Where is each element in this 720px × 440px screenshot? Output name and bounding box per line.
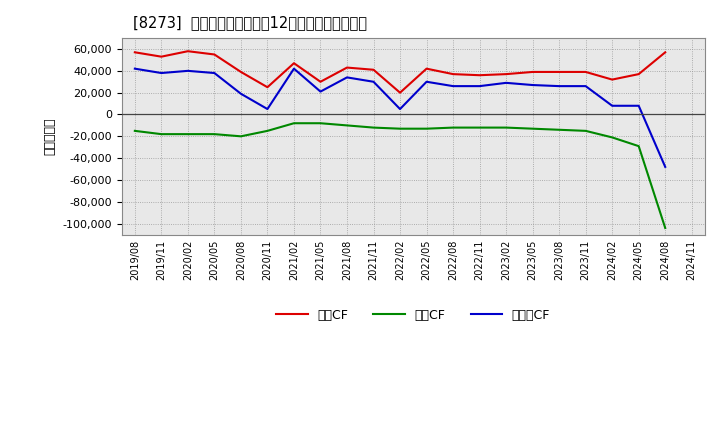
営業CF [422,66,431,71]
営業CF [449,71,457,77]
投資CF [316,121,325,126]
営業CF [661,50,670,55]
投資CF [289,121,298,126]
フリーCF [555,84,564,89]
フリーCF [608,103,616,108]
投資CF [502,125,510,130]
営業CF [237,69,246,74]
フリーCF [184,68,192,73]
投資CF [396,126,405,131]
フリーCF [449,84,457,89]
Line: 投資CF: 投資CF [135,123,665,228]
投資CF [661,225,670,231]
投資CF [263,128,271,133]
投資CF [475,125,484,130]
営業CF [369,67,378,73]
営業CF [475,73,484,78]
営業CF [130,50,139,55]
フリーCF [343,75,351,80]
投資CF [422,126,431,131]
Legend: 営業CF, 投資CF, フリーCF: 営業CF, 投資CF, フリーCF [271,304,555,326]
投資CF [237,134,246,139]
投資CF [581,128,590,133]
投資CF [369,125,378,130]
フリーCF [475,84,484,89]
投資CF [555,127,564,132]
フリーCF [396,106,405,112]
フリーCF [157,70,166,76]
フリーCF [316,89,325,94]
Y-axis label: （百万円）: （百万円） [44,117,57,155]
投資CF [608,135,616,140]
フリーCF [237,91,246,96]
フリーCF [661,164,670,169]
営業CF [263,84,271,90]
フリーCF [502,80,510,85]
営業CF [289,61,298,66]
営業CF [581,69,590,74]
フリーCF [130,66,139,71]
投資CF [130,128,139,133]
投資CF [157,132,166,137]
フリーCF [528,82,537,88]
Line: フリーCF: フリーCF [135,69,665,167]
投資CF [634,143,643,149]
フリーCF [289,66,298,71]
フリーCF [369,79,378,84]
営業CF [555,69,564,74]
フリーCF [210,70,219,76]
フリーCF [422,79,431,84]
投資CF [210,132,219,137]
営業CF [316,79,325,84]
営業CF [210,52,219,57]
営業CF [502,71,510,77]
営業CF [396,90,405,95]
営業CF [634,71,643,77]
Text: [8273]  キャッシュフローの12か月移動合計の推移: [8273] キャッシュフローの12か月移動合計の推移 [133,15,367,30]
投資CF [449,125,457,130]
営業CF [343,65,351,70]
フリーCF [263,106,271,112]
投資CF [343,123,351,128]
Line: 営業CF: 営業CF [135,51,665,93]
フリーCF [634,103,643,108]
フリーCF [581,84,590,89]
営業CF [528,69,537,74]
投資CF [528,126,537,131]
営業CF [608,77,616,82]
投資CF [184,132,192,137]
営業CF [184,48,192,54]
営業CF [157,54,166,59]
